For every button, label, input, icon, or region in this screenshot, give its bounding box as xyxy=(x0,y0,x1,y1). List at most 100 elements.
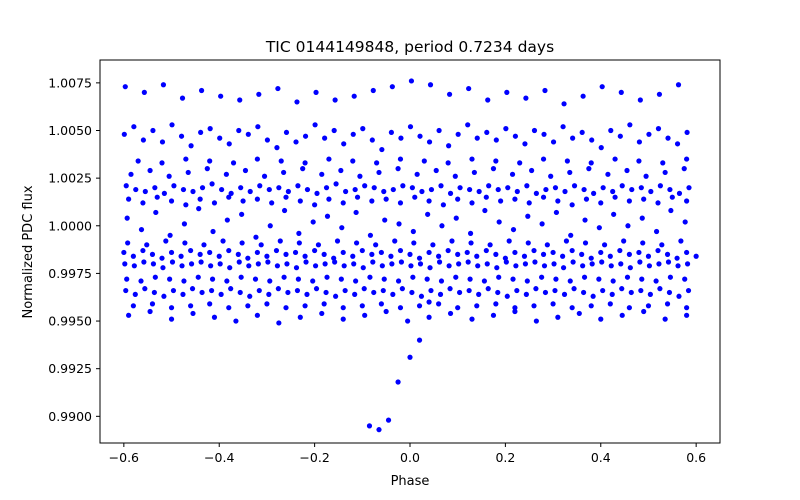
data-point xyxy=(264,137,270,143)
data-point xyxy=(446,263,452,269)
data-point xyxy=(693,253,699,259)
data-point xyxy=(512,308,518,315)
data-point xyxy=(313,286,320,292)
data-point xyxy=(237,97,243,103)
data-point xyxy=(607,301,613,307)
data-point xyxy=(152,185,158,191)
data-point xyxy=(359,303,365,309)
data-point xyxy=(440,202,446,208)
data-point xyxy=(131,263,137,269)
data-point xyxy=(239,211,245,217)
data-point xyxy=(168,305,175,311)
data-point xyxy=(503,126,509,132)
data-point xyxy=(254,196,260,202)
data-point xyxy=(122,84,128,90)
data-point xyxy=(542,87,548,94)
data-point xyxy=(648,188,654,195)
data-point xyxy=(483,194,489,200)
data-point xyxy=(351,93,357,99)
data-point xyxy=(190,310,196,317)
data-point xyxy=(159,139,166,145)
data-point xyxy=(506,238,512,244)
data-point xyxy=(619,312,625,318)
data-point xyxy=(385,417,392,423)
data-point xyxy=(410,274,416,280)
data-point xyxy=(352,186,358,193)
data-point xyxy=(405,318,411,324)
data-point xyxy=(245,255,251,261)
data-point xyxy=(388,253,394,259)
data-point xyxy=(486,183,492,189)
data-point xyxy=(445,160,451,166)
data-point xyxy=(269,200,275,206)
data-point xyxy=(160,265,166,271)
data-point xyxy=(226,194,232,200)
x-tick-label: 0.2 xyxy=(495,450,515,465)
data-point xyxy=(140,247,146,254)
data-point xyxy=(197,196,203,202)
data-point xyxy=(195,274,201,280)
data-point xyxy=(168,249,175,256)
data-point xyxy=(312,247,318,254)
data-point xyxy=(332,97,338,103)
data-point xyxy=(647,291,653,297)
data-point xyxy=(493,137,499,143)
data-point xyxy=(132,291,138,297)
data-point xyxy=(297,198,303,204)
data-point xyxy=(182,240,188,246)
data-point xyxy=(569,305,575,311)
data-point xyxy=(612,156,618,162)
data-point xyxy=(598,145,604,151)
data-point xyxy=(208,263,214,269)
data-point xyxy=(369,137,375,143)
data-point xyxy=(426,139,433,145)
data-point xyxy=(641,308,647,315)
data-point xyxy=(433,167,439,174)
data-point xyxy=(539,274,545,280)
data-point xyxy=(684,129,690,136)
data-point xyxy=(294,99,300,105)
data-point xyxy=(324,274,330,280)
data-point xyxy=(319,171,325,177)
data-point xyxy=(362,183,368,189)
data-point xyxy=(655,200,661,206)
data-point xyxy=(590,293,596,299)
data-point xyxy=(446,143,452,149)
x-tick-label: 0.0 xyxy=(400,450,420,465)
data-point xyxy=(226,305,232,311)
data-point xyxy=(586,166,592,172)
data-point xyxy=(599,259,605,265)
data-point xyxy=(181,221,188,227)
data-point xyxy=(233,318,239,324)
data-point xyxy=(512,305,518,311)
data-point xyxy=(197,251,203,257)
y-tick-label: 1.0075 xyxy=(48,75,92,90)
data-point xyxy=(207,301,213,307)
data-point xyxy=(583,196,590,202)
data-point xyxy=(640,240,646,246)
data-point xyxy=(252,276,259,282)
data-point xyxy=(169,122,175,128)
data-point xyxy=(629,186,635,193)
data-point xyxy=(167,232,173,238)
data-point xyxy=(188,247,194,254)
data-point xyxy=(124,215,130,221)
data-point xyxy=(522,141,528,147)
data-point xyxy=(161,190,167,196)
data-point xyxy=(399,286,405,292)
data-point xyxy=(555,198,561,204)
data-point xyxy=(149,251,156,257)
data-point xyxy=(370,87,376,94)
data-point xyxy=(211,314,218,320)
data-point xyxy=(509,171,516,177)
data-point xyxy=(456,261,462,267)
data-point xyxy=(610,278,616,284)
x-tick-label: 0.4 xyxy=(591,450,611,465)
data-point xyxy=(293,139,299,145)
data-point xyxy=(531,127,538,134)
data-point xyxy=(381,276,387,282)
data-point xyxy=(389,84,395,90)
data-point xyxy=(667,274,674,280)
data-point xyxy=(407,124,414,130)
